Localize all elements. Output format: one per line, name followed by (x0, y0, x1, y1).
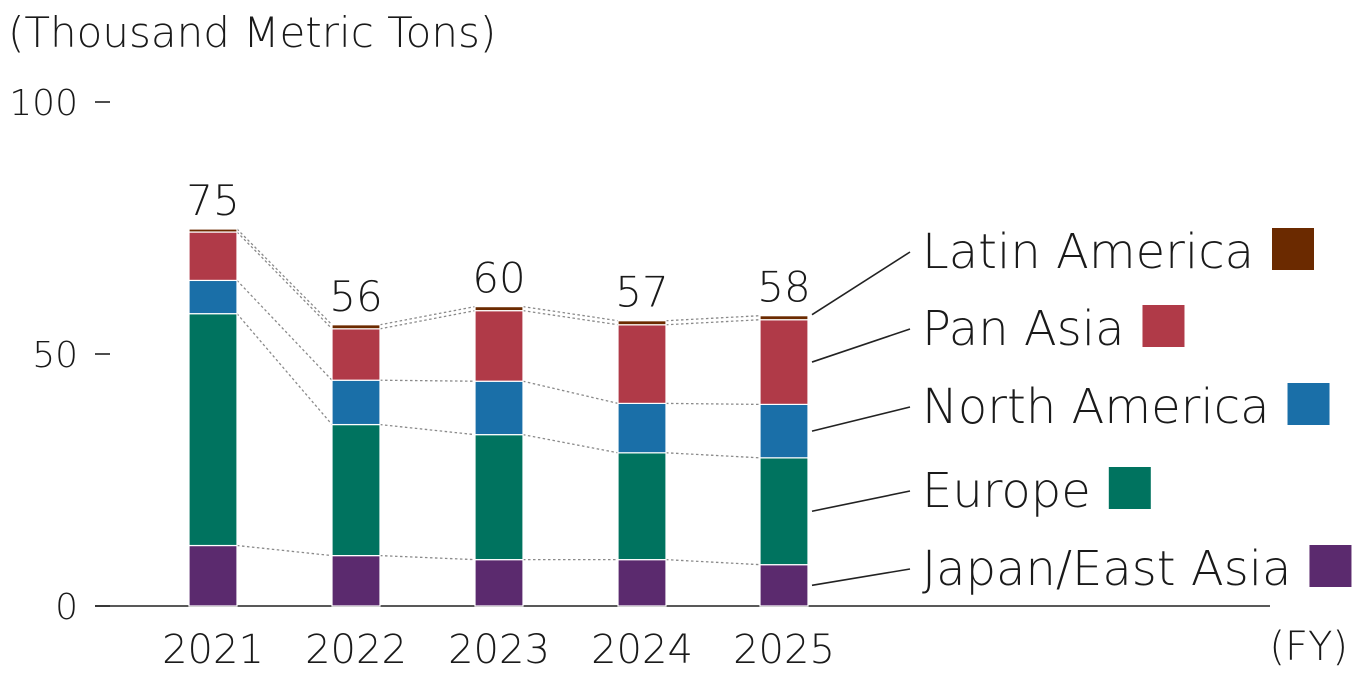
legend-leader-line (811, 251, 911, 316)
bar-segment (188, 313, 238, 547)
legend-leader-line (811, 406, 911, 432)
total-label: 75 (186, 176, 239, 225)
bar-segment (617, 324, 667, 404)
x-tick-label: 2024 (591, 627, 693, 673)
bar-segment (188, 231, 238, 282)
bar-segment (188, 544, 238, 607)
connector-line (522, 310, 619, 326)
connector-line (379, 305, 476, 326)
legend-swatch (1142, 305, 1185, 347)
bar-segment (331, 379, 381, 426)
connector-line (379, 310, 476, 330)
legend-leader-line (811, 328, 911, 363)
legend-swatch (1287, 383, 1330, 425)
connector-line (522, 380, 619, 405)
connector-line (665, 402, 761, 406)
bar-segment (617, 559, 667, 607)
connector-line (379, 423, 476, 436)
legend-label: Europe (922, 463, 1091, 519)
bar-segment (759, 315, 809, 321)
bar-segment (617, 402, 667, 454)
legend-swatch (1108, 467, 1151, 509)
bar-segment (617, 320, 667, 326)
y-unit-label: (Thousand Metric Tons) (8, 8, 497, 57)
total-label: 56 (329, 272, 382, 321)
legend-swatch (1272, 228, 1314, 270)
x-tick-label: 2023 (448, 627, 550, 673)
bar-segment (759, 564, 809, 607)
x-unit-label: (FY) (1269, 624, 1348, 670)
x-tick-label: 2021 (162, 627, 264, 673)
bar-segment (759, 319, 809, 405)
connector-line (522, 434, 619, 454)
bar-segment (188, 279, 238, 315)
connector-line (665, 558, 761, 566)
x-tick-label: 2025 (733, 627, 835, 673)
legend-leader-line (811, 490, 911, 513)
connector-line (665, 452, 761, 459)
legend-label: Latin America (922, 224, 1254, 280)
legend-label: Japan/East Asia (922, 541, 1291, 597)
connector-line (379, 379, 476, 382)
bar-segment (759, 457, 809, 566)
bar-segment (331, 328, 381, 381)
y-tick-label: 100 (9, 83, 78, 124)
connector-line (379, 554, 476, 561)
legend-leader-line (811, 568, 911, 587)
total-label: 60 (472, 254, 525, 303)
connector-line (665, 315, 761, 322)
legend-label: North America (922, 379, 1270, 435)
connector-line (665, 319, 761, 326)
y-tick-label: 0 (55, 587, 78, 628)
total-label: 58 (757, 263, 810, 312)
bar-segment (474, 559, 524, 607)
bar-segment (188, 228, 238, 233)
bar-segment (331, 554, 381, 607)
y-tick-label: 50 (32, 335, 78, 376)
bar-segment (474, 380, 524, 436)
legend-label: Pan Asia (922, 301, 1124, 357)
connector-line (236, 231, 333, 330)
legend-swatch (1309, 545, 1352, 587)
connector-line (236, 228, 333, 326)
bar-segment (474, 434, 524, 561)
connector-line (522, 305, 619, 322)
bar-segment (474, 306, 524, 312)
bar-segment (331, 324, 381, 330)
connector-line (236, 313, 333, 425)
bar-segment (759, 403, 809, 459)
bar-segment (474, 310, 524, 382)
connector-line (236, 544, 333, 557)
x-tick-label: 2022 (305, 627, 407, 673)
total-label: 57 (615, 268, 668, 317)
bar-segment (617, 452, 667, 561)
bar-segment (331, 423, 381, 557)
